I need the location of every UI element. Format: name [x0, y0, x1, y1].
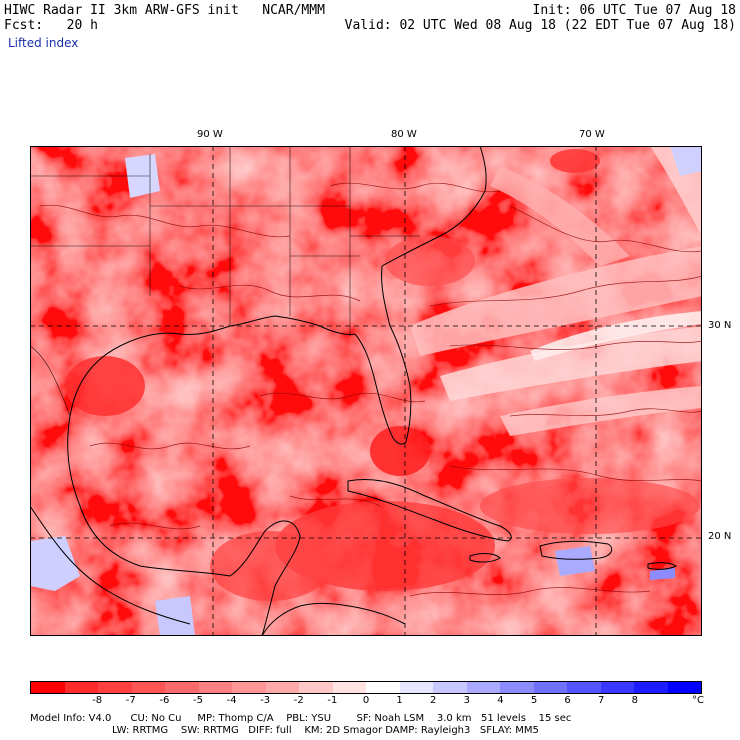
header-valid-time: Valid: 02 UTC Wed 08 Aug 18 (22 EDT Tue …: [344, 18, 736, 33]
map-frame: [30, 146, 702, 636]
colorbar-swatch: [198, 682, 232, 693]
dark-blob-caribbean: [275, 501, 495, 591]
coast-puerto-rico: [647, 562, 677, 570]
state-borders: [30, 146, 420, 336]
colorbar-tick-label: -4: [226, 695, 237, 706]
colorbar-ticks: -8 -7 -6 -5 -4 -3 -2 -1 0 1 2 3 4 5 6 7 8: [30, 695, 702, 707]
colorbar-tick-label: -7: [125, 695, 136, 706]
colorbar-swatch: [131, 682, 165, 693]
colorbar-tick-label: 6: [564, 695, 571, 706]
colorbar-swatch: [98, 682, 132, 693]
colorbar-swatch: [366, 682, 400, 693]
colorbar-swatch: [500, 682, 534, 693]
colorbar-swatch: [567, 682, 601, 693]
contour-3: [89, 442, 251, 450]
dark-blob-texas-coast: [65, 356, 145, 416]
colorbar-swatch: [232, 682, 266, 693]
contour-2: [179, 284, 361, 302]
contour-7: [449, 465, 703, 482]
lifted-index-map: [29, 145, 703, 637]
field-name: Lifted index: [8, 36, 79, 50]
colorbar-swatch: [64, 682, 98, 693]
colorbar-tick-label: -8: [92, 695, 103, 706]
light-band-atlantic-1: [410, 246, 702, 356]
colorbar-tick-label: -3: [260, 695, 271, 706]
coast-hispaniola: [539, 540, 613, 560]
colorbar-tick-label: 3: [463, 695, 470, 706]
blue-patch-mexico-west: [30, 536, 80, 591]
colorbar-tick-label: 0: [362, 695, 370, 706]
contour-6: [259, 392, 426, 403]
blue-patch-haiti: [555, 546, 595, 576]
coast-central-america: [261, 602, 406, 637]
colorbar-tick-label: 1: [396, 695, 403, 706]
header-forecast-hour: Fcst: 20 h: [4, 18, 98, 33]
colorbar-swatch: [165, 682, 199, 693]
colorbar-swatch: [399, 682, 433, 693]
light-band-atlantic-2: [440, 326, 702, 401]
light-band-atlantic-3: [500, 386, 702, 436]
contour-11: [409, 587, 651, 597]
colorbar-swatch: [299, 682, 333, 693]
colorbar-swatch: [667, 682, 701, 693]
coast-jamaica: [469, 553, 501, 563]
light-band-northeast: [490, 166, 630, 266]
map-svg: [29, 145, 703, 637]
lat-label-30n: 30 N: [708, 320, 732, 331]
colorbar-tick-label: 8: [631, 695, 638, 706]
colorbar-swatch: [433, 682, 467, 693]
footer-model-info: Model Info: V4.0 CU: No Cu MP: Thomp C/A…: [30, 713, 572, 724]
colorbar-tick-label: 4: [497, 695, 504, 706]
lon-label-90w: 90 W: [197, 129, 223, 140]
blue-patch-northeast-corner: [670, 146, 702, 176]
contour-12: [329, 182, 501, 193]
blue-patch-puerto-rico: [650, 568, 675, 580]
colorbar-unit: °C: [692, 695, 704, 706]
contour-10: [509, 205, 703, 253]
colorbar-tick-label: 7: [598, 695, 605, 706]
coast-florida-west: [354, 333, 407, 445]
dark-blob-yucatan: [210, 531, 330, 601]
colorbar-swatch: [466, 682, 500, 693]
colorbar-swatch: [265, 682, 299, 693]
colorbar-tick-label: -2: [293, 695, 304, 706]
coast-gulf-north: [69, 315, 356, 417]
coast-atlantic-southeast: [381, 145, 487, 267]
colorbar-swatch: [600, 682, 634, 693]
colorbar-swatch: [634, 682, 668, 693]
lon-label-70w: 70 W: [579, 129, 605, 140]
contour-9: [109, 522, 201, 530]
header-init-time: Init: 06 UTC Tue 07 Aug 18: [532, 3, 737, 18]
light-band-atlantic-4: [530, 311, 702, 361]
dark-blob-northeast: [550, 149, 600, 173]
colorbar-swatch: [533, 682, 567, 693]
header-title: HIWC Radar II 3km ARW-GFS init NCAR/MMM: [4, 3, 325, 18]
dark-blob-atlantic-south: [480, 478, 700, 534]
colorbar-swatch: [31, 682, 65, 693]
coast-mexico-east: [67, 415, 231, 577]
colorbar-tick-label: 5: [530, 695, 538, 706]
lat-label-20n: 20 N: [708, 531, 732, 542]
coast-yucatan: [229, 520, 301, 637]
contour-1: [39, 204, 291, 238]
coast-cuba: [347, 478, 512, 542]
contour-5: [449, 340, 703, 350]
blue-patch-pacific-mexico: [155, 596, 195, 636]
contour-4: [429, 275, 703, 307]
dark-blob-florida-south: [370, 426, 430, 476]
contour-13: [509, 408, 703, 417]
border-us-mexico: [29, 345, 71, 417]
colorbar: [30, 681, 702, 694]
footer-physics-info: LW: RRTMG SW: RRTMG DIFF: full KM: 2D Sm…: [112, 725, 539, 736]
colorbar-tick-label: -6: [159, 695, 170, 706]
colorbar-swatch: [332, 682, 366, 693]
colorbar-tick-label: 2: [430, 695, 437, 706]
coast-pacific-mexico: [29, 505, 191, 625]
colorbar-tick-label: -5: [193, 695, 203, 706]
contour-8: [289, 495, 381, 507]
coast-florida-east: [381, 265, 412, 443]
lon-label-80w: 80 W: [391, 129, 417, 140]
dark-blob-carolinas: [385, 236, 475, 286]
colorbar-tick-label: -1: [327, 695, 338, 706]
